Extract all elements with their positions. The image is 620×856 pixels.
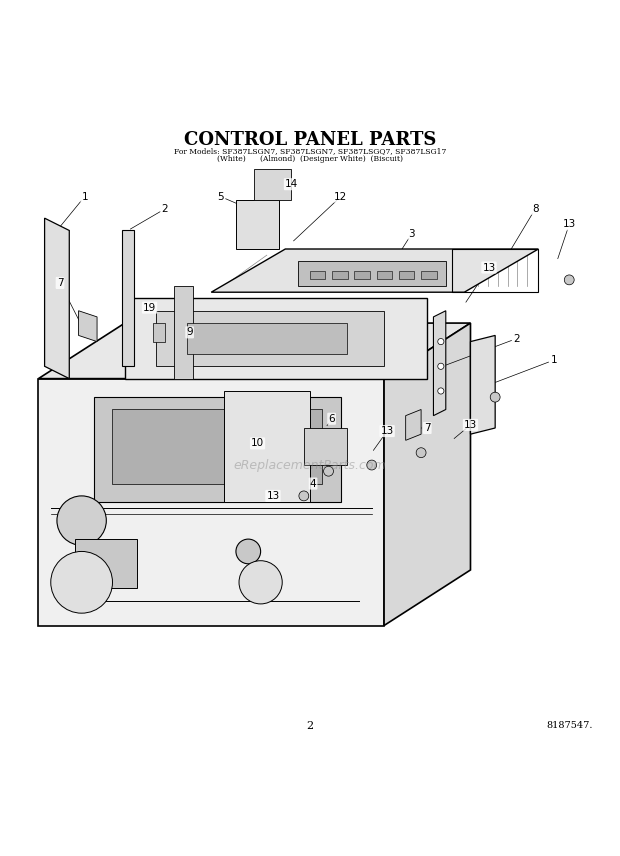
Circle shape [438, 388, 444, 394]
Polygon shape [471, 336, 495, 434]
Polygon shape [224, 391, 310, 502]
Circle shape [416, 448, 426, 458]
Text: For Models: SF387LSGN7, SF387LSGN7, SF387LSGQ7, SF387LSG17: For Models: SF387LSGN7, SF387LSGN7, SF38… [174, 147, 446, 156]
Text: 2: 2 [306, 721, 314, 730]
Polygon shape [384, 323, 471, 626]
Text: 13: 13 [562, 219, 576, 229]
Text: 4: 4 [310, 479, 316, 489]
Text: eReplacementParts.com: eReplacementParts.com [234, 459, 386, 472]
Text: 14: 14 [285, 179, 298, 189]
Circle shape [57, 496, 106, 545]
Polygon shape [174, 286, 193, 378]
Text: 8: 8 [532, 204, 539, 214]
Text: 7: 7 [56, 278, 63, 288]
Bar [332, 270, 348, 279]
Text: 13: 13 [464, 420, 477, 430]
Text: 12: 12 [334, 192, 347, 201]
Polygon shape [112, 409, 322, 484]
Text: 6: 6 [329, 413, 335, 424]
Polygon shape [79, 311, 97, 342]
Text: 10: 10 [251, 438, 264, 449]
Polygon shape [45, 218, 69, 378]
Circle shape [51, 551, 112, 613]
Text: CONTROL PANEL PARTS: CONTROL PANEL PARTS [184, 131, 436, 150]
Circle shape [239, 561, 282, 604]
Text: 9: 9 [187, 327, 193, 337]
Polygon shape [236, 199, 279, 249]
Circle shape [564, 275, 574, 285]
Bar [377, 270, 392, 279]
Polygon shape [211, 249, 538, 292]
Text: 13: 13 [267, 490, 280, 501]
Polygon shape [187, 323, 347, 354]
Polygon shape [298, 261, 446, 286]
Polygon shape [304, 428, 347, 465]
Circle shape [438, 363, 444, 369]
Bar [399, 270, 414, 279]
Text: 1: 1 [551, 355, 557, 366]
Polygon shape [125, 299, 427, 378]
Polygon shape [76, 539, 137, 588]
Text: 19: 19 [143, 303, 156, 312]
Polygon shape [122, 230, 134, 366]
Text: 1: 1 [81, 192, 88, 201]
Circle shape [367, 460, 377, 470]
Polygon shape [156, 311, 384, 366]
Polygon shape [254, 169, 291, 199]
Bar [310, 270, 326, 279]
Polygon shape [38, 378, 384, 626]
Polygon shape [94, 397, 341, 502]
Bar [421, 270, 436, 279]
Polygon shape [405, 409, 421, 440]
Circle shape [490, 392, 500, 402]
Text: (White)      (Almond)  (Designer White)  (Biscuit): (White) (Almond) (Designer White) (Biscu… [217, 155, 403, 163]
Text: 13: 13 [381, 426, 394, 436]
Circle shape [236, 539, 260, 564]
Circle shape [299, 491, 309, 501]
Circle shape [324, 467, 334, 476]
Text: 8187547.: 8187547. [546, 721, 593, 730]
Text: 13: 13 [482, 263, 495, 272]
Text: 2: 2 [513, 334, 520, 343]
Text: 2: 2 [162, 204, 168, 214]
Bar [355, 270, 370, 279]
Polygon shape [38, 323, 471, 378]
Circle shape [438, 338, 444, 345]
Text: 3: 3 [409, 229, 415, 239]
Text: 7: 7 [424, 423, 430, 433]
Polygon shape [433, 311, 446, 416]
Polygon shape [153, 323, 165, 342]
Text: 5: 5 [217, 192, 224, 201]
